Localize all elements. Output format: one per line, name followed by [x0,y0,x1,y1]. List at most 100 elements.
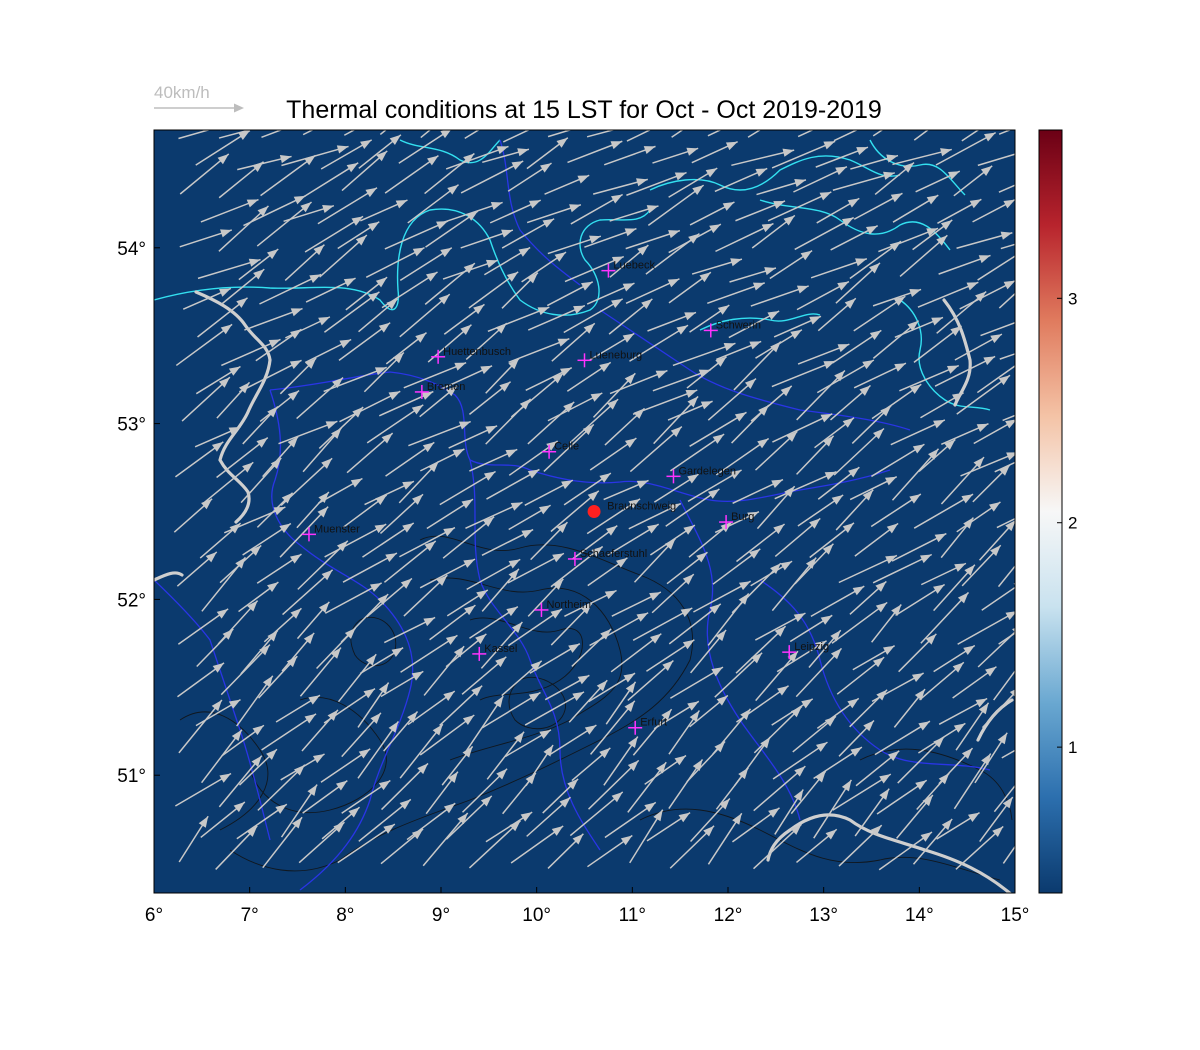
wind-arrow [707,282,765,304]
wind-arrow [977,153,1015,167]
wind-arrow [507,552,565,584]
wind-arrow [524,691,585,726]
wind-arrow [468,271,519,309]
wind-arrow [669,825,715,869]
chart-title: Thermal conditions at 15 LST for Oct - O… [286,96,882,124]
wind-arrow [895,583,946,617]
wind-arrow [977,255,1015,281]
wind-arrow [357,720,400,779]
wind-arrow [667,400,713,421]
wind-arrow [423,645,465,696]
wind-arrow [937,198,982,224]
wind-arrow [933,644,976,673]
wind-arrow [733,341,782,391]
wind-arrow [587,557,628,587]
wind-arrow [980,321,1015,337]
wind-arrow [182,287,232,310]
wind-arrow [324,582,383,614]
wind-arrow [627,660,674,701]
wind-arrow [403,361,467,389]
wind-arrow [668,710,700,755]
wind-arrow [816,697,860,729]
wind-arrow [439,685,483,727]
wind-arrow [849,476,898,501]
wind-arrow [998,632,1015,645]
wind-arrow [920,591,970,644]
wind-arrow [690,629,727,674]
wind-arrow [243,195,306,227]
wind-arrow [261,130,283,138]
wind-arrow [586,130,616,138]
wind-arrow [200,729,243,784]
wind-arrow [468,820,521,869]
x-tick-label: 7° [241,905,259,926]
wind-arrow [216,437,269,479]
wind-arrow [625,278,680,305]
wind-arrow [425,771,459,815]
wind-arrow [912,219,953,251]
wind-arrow [244,307,303,331]
wind-arrow [221,338,281,367]
wind-arrow [852,645,895,671]
wind-arrow [501,660,543,697]
wind-arrow [817,466,860,500]
city-marker: Luebeck [601,260,656,278]
wind-arrow [380,828,424,865]
wind-arrow [872,288,922,307]
wind-arrow [281,632,315,672]
wind-arrow [893,688,926,728]
wind-arrow [959,279,1015,310]
wind-arrow [526,796,571,837]
wind-arrow [338,322,391,361]
colorbar-tick-label: 3 [1068,289,1077,308]
wind-arrow [940,517,974,559]
wind-arrow [626,171,687,196]
wind-arrow [891,448,940,501]
wind-arrow [261,713,317,751]
wind-arrow [592,178,648,195]
wind-arrow [747,130,762,138]
wind-arrow [997,565,1015,588]
city-marker: Muenster [301,523,360,542]
city-marker: Erfurt [628,717,667,735]
wind-arrow [550,545,604,588]
wind-arrow [669,433,725,472]
wind-arrow [379,493,424,535]
wind-arrow [998,184,1015,193]
wind-arrow [774,789,804,835]
wind-arrow [955,825,1004,870]
wind-arrow [589,437,637,471]
wind-arrow [443,303,485,335]
wind-arrow [571,628,612,667]
wind-legend-label: 40km/h [154,83,210,102]
wind-arrow [936,811,980,840]
wind-arrow [221,724,265,757]
wind-arrow [665,488,720,527]
wind-arrow [849,689,888,728]
map-background [154,130,1015,893]
wind-arrow [360,199,408,222]
city-marker: Schwerin [703,319,761,338]
wind-arrow [587,834,633,868]
wind-arrow [398,130,452,164]
wind-arrow [790,770,827,815]
wind-arrow [465,695,504,753]
wind-arrow [977,627,1015,668]
wind-arrow [324,523,387,558]
wind-arrow [750,285,809,307]
wind-arrow [608,298,653,335]
wind-arrow [878,227,939,253]
wind-arrow [175,323,233,367]
wind-arrow [460,229,514,249]
wind-arrow [653,395,699,445]
wind-arrow [916,772,950,810]
wind-arrow [469,605,519,639]
wind-arrow [589,332,635,361]
wind-arrow [913,493,974,529]
wind-arrow [563,472,612,506]
wind-arrow [218,161,265,199]
wind-arrow [813,779,853,839]
wind-arrow [797,130,815,138]
wind-arrow [671,130,684,138]
